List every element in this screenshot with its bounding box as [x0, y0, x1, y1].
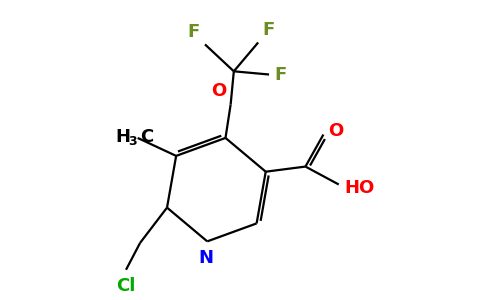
- Text: O: O: [329, 122, 344, 140]
- Text: Cl: Cl: [116, 278, 136, 296]
- Text: H: H: [115, 128, 130, 146]
- Text: F: F: [188, 22, 200, 40]
- Text: 3: 3: [128, 135, 136, 148]
- Text: F: F: [262, 21, 274, 39]
- Text: F: F: [274, 65, 287, 83]
- Text: O: O: [212, 82, 227, 100]
- Text: N: N: [198, 249, 213, 267]
- Text: C: C: [140, 128, 153, 146]
- Text: HO: HO: [344, 179, 374, 197]
